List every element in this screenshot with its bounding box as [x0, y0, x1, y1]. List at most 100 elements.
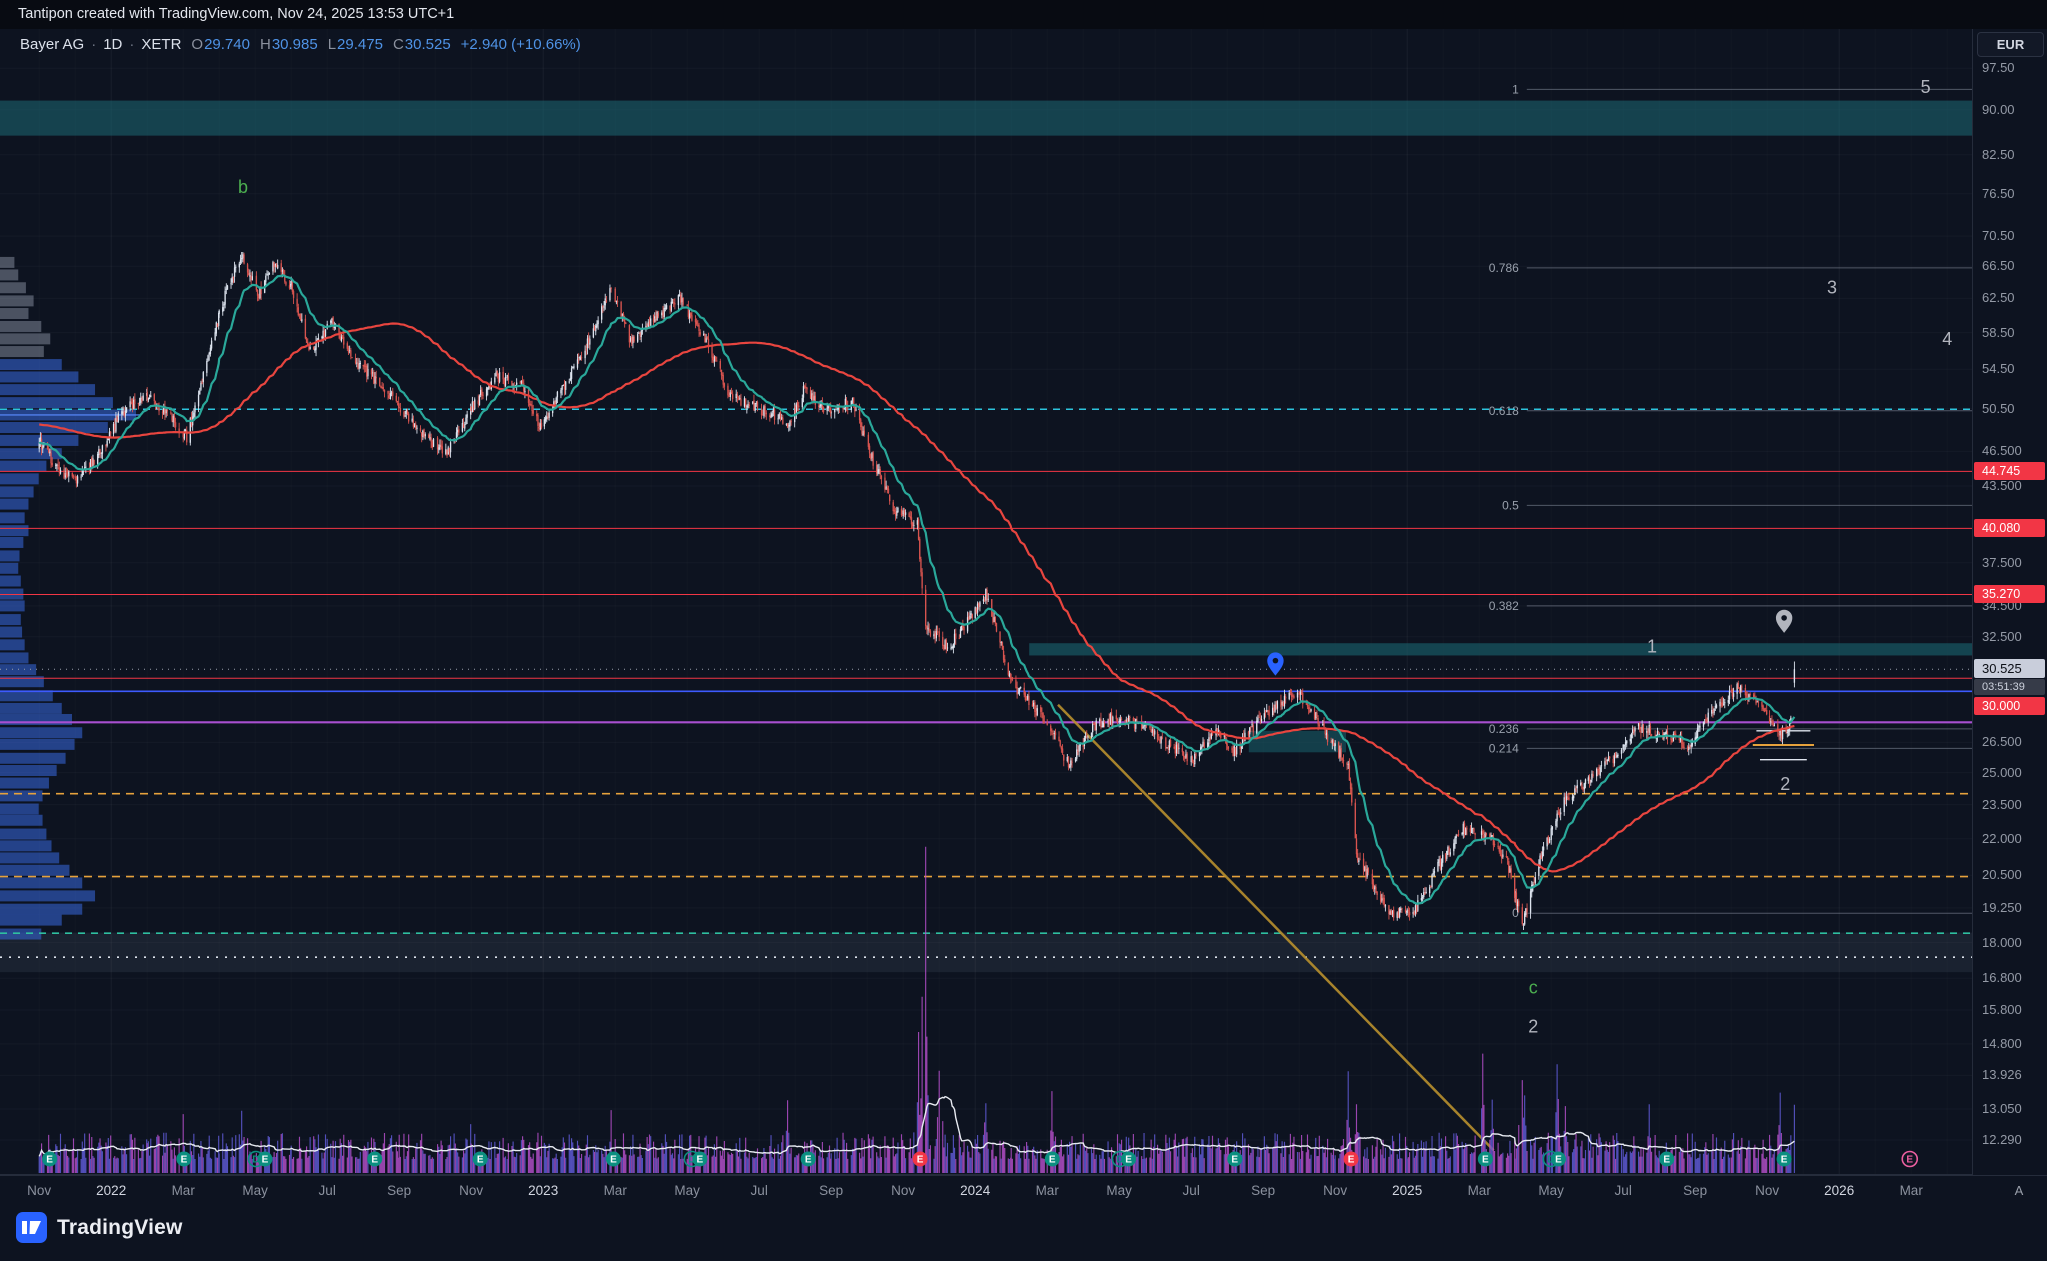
- time-axis[interactable]: A Nov 2022 Mar May Jul Sep Nov 2023 Mar May Jul Sep…: [0, 1175, 2047, 1206]
- time-tick: Mar: [1467, 1183, 1491, 1198]
- change-value: +2.940 (+10.66%): [460, 36, 581, 53]
- symbol-name[interactable]: Bayer AG: [20, 36, 85, 53]
- earnings-icon[interactable]: E: [1343, 1151, 1359, 1167]
- exchange-name[interactable]: XETR: [141, 36, 182, 53]
- earnings-icon[interactable]: E: [692, 1151, 708, 1167]
- price-tick: 25.000: [1982, 764, 2022, 780]
- bar-countdown: 03:51:39: [1974, 679, 2045, 696]
- svg-text:E: E: [917, 1155, 924, 1166]
- low-value: 29.475: [337, 36, 383, 53]
- svg-text:D: D: [1547, 1155, 1554, 1166]
- close-label: C: [392, 36, 404, 53]
- price-tick: 26.500: [1982, 734, 2022, 750]
- time-tick: Nov: [1323, 1183, 1348, 1198]
- wave-label[interactable]: 5: [1921, 77, 1931, 97]
- wave-label[interactable]: 2: [1780, 774, 1790, 794]
- svg-text:D: D: [688, 1155, 695, 1166]
- svg-text:E: E: [371, 1155, 378, 1166]
- price-tick: 22.000: [1982, 830, 2022, 846]
- price-tick: 97.50: [1982, 60, 2015, 76]
- symbol-legend: Bayer AG · 1D · XETR O 29.740 H 30.985 L…: [20, 36, 581, 53]
- low-label: L: [327, 36, 337, 53]
- zone-rect[interactable]: [1248, 730, 1346, 753]
- volume-bars: [38, 846, 1795, 1173]
- time-tick: Nov: [891, 1183, 916, 1198]
- earnings-icon[interactable]: E: [1550, 1151, 1566, 1167]
- time-tick: Nov: [1755, 1183, 1780, 1198]
- zone-rect[interactable]: [1029, 643, 1972, 656]
- ma-slow-line[interactable]: [39, 322, 1795, 873]
- candlestick-series: [38, 252, 1796, 930]
- price-tick: 15.800: [1982, 1002, 2022, 1018]
- zone-rect[interactable]: [0, 932, 1972, 973]
- price-tick: 13.050: [1982, 1101, 2022, 1116]
- time-tick: Mar: [171, 1183, 195, 1198]
- price-alert-label[interactable]: 40.080: [1974, 519, 2045, 538]
- svg-text:D: D: [1116, 1155, 1123, 1166]
- time-tick: Jul: [750, 1183, 768, 1198]
- earnings-icon[interactable]: E: [1776, 1151, 1792, 1167]
- open-value: 29.740: [204, 36, 250, 53]
- earnings-icon[interactable]: E: [257, 1151, 273, 1167]
- diagonal-trendline[interactable]: [1057, 703, 1495, 1152]
- currency-button[interactable]: EUR: [1977, 32, 2044, 57]
- interval-button[interactable]: 1D: [103, 36, 123, 53]
- price-tick: 58.50: [1982, 324, 2015, 340]
- time-tick: 2023: [528, 1183, 559, 1198]
- close-value: 30.525: [404, 36, 451, 53]
- last-price-label[interactable]: 30.525 03:51:39: [1974, 659, 2045, 696]
- time-tick: Jul: [1614, 1183, 1632, 1198]
- zone-rect[interactable]: [0, 100, 1972, 136]
- tradingview-logo-icon[interactable]: [16, 1212, 47, 1243]
- fib-level-label: 0.618: [1489, 404, 1519, 418]
- price-tick: 76.50: [1982, 185, 2015, 201]
- price-tick: 18.000: [1982, 934, 2022, 950]
- earnings-icon[interactable]: E: [1044, 1151, 1060, 1167]
- wave-label[interactable]: c: [1529, 978, 1538, 998]
- wave-label[interactable]: b: [238, 177, 248, 197]
- wave-label[interactable]: 4: [1942, 329, 1952, 349]
- earnings-icon[interactable]: E: [472, 1151, 488, 1167]
- brand-name[interactable]: TradingView: [57, 1215, 183, 1239]
- price-axis[interactable]: EUR 30.525 03:51:39 97.50 90.00 82.50 76.50…: [1972, 29, 2047, 1175]
- axis-corner-button[interactable]: A: [2014, 1183, 2024, 1198]
- time-tick: Nov: [27, 1183, 52, 1198]
- earnings-icon[interactable]: E: [800, 1151, 816, 1167]
- earnings-icon[interactable]: E: [176, 1151, 192, 1167]
- earnings-icon[interactable]: E: [1121, 1151, 1137, 1167]
- gray-pin-marker[interactable]: [1775, 609, 1793, 633]
- fib-level-label: 0.236: [1489, 722, 1519, 736]
- price-alert-label[interactable]: 44.745: [1974, 462, 2045, 481]
- wave-label[interactable]: 3: [1827, 278, 1837, 298]
- price-tick: 70.50: [1982, 228, 2015, 244]
- earnings-icon[interactable]: E: [367, 1151, 383, 1167]
- time-tick: Mar: [603, 1183, 627, 1198]
- earnings-icon[interactable]: E: [1901, 1150, 1919, 1168]
- wave-label[interactable]: 2: [1528, 1017, 1538, 1037]
- high-value: 30.985: [271, 36, 318, 53]
- earnings-icon[interactable]: E: [605, 1151, 621, 1167]
- wave-label[interactable]: 1: [1647, 636, 1657, 656]
- supply-demand-zones[interactable]: [0, 100, 1972, 973]
- earnings-icon[interactable]: E: [1659, 1151, 1675, 1167]
- time-tick: Jul: [1182, 1183, 1200, 1198]
- earnings-icon[interactable]: E: [1227, 1151, 1243, 1167]
- earnings-icon[interactable]: E: [912, 1151, 928, 1167]
- time-tick: 2026: [1824, 1183, 1855, 1198]
- svg-text:E: E: [1555, 1155, 1562, 1166]
- fib-retracement[interactable]: 1 0.786 0.618 0.5 0.382 0.236 0.214 0: [1489, 82, 1972, 920]
- earnings-icon[interactable]: E: [1477, 1151, 1493, 1167]
- blue-pin-marker[interactable]: [1267, 652, 1284, 676]
- open-label: O: [191, 36, 204, 53]
- time-tick: 2024: [960, 1183, 991, 1198]
- price-tick: 23.500: [1982, 796, 2022, 812]
- legend-separator: ·: [129, 36, 135, 53]
- price-alert-label[interactable]: 35.270: [1974, 585, 2045, 604]
- svg-text:E: E: [610, 1155, 617, 1166]
- price-tick: 13.926: [1982, 1067, 2022, 1083]
- svg-text:E: E: [262, 1155, 269, 1166]
- price-alert-label[interactable]: 30.000: [1974, 697, 2045, 715]
- earnings-icon[interactable]: E: [42, 1151, 58, 1167]
- ma-fast-line[interactable]: [38, 274, 1796, 905]
